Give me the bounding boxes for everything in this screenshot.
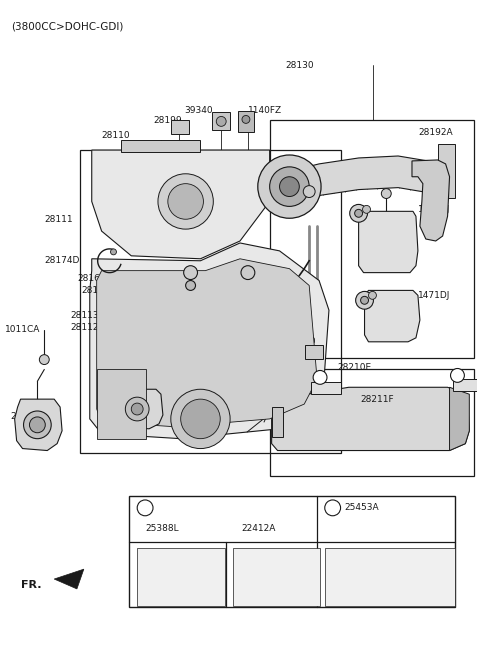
Text: 28174D: 28174D: [44, 256, 80, 265]
Circle shape: [125, 397, 149, 421]
Bar: [233, 548, 320, 606]
Text: 22412A: 22412A: [241, 524, 276, 533]
Polygon shape: [291, 156, 428, 202]
Polygon shape: [412, 160, 450, 241]
Text: (3800CC>DOHC-GDI): (3800CC>DOHC-GDI): [11, 21, 123, 31]
Text: 25388L: 25388L: [145, 524, 179, 533]
Text: b: b: [455, 371, 460, 380]
Polygon shape: [111, 389, 163, 429]
Text: 1471DJ: 1471DJ: [418, 291, 450, 300]
Text: ─────────: ─────────: [139, 564, 168, 569]
Bar: [454, 380, 478, 391]
Circle shape: [313, 370, 327, 384]
Circle shape: [362, 206, 371, 214]
Circle shape: [171, 389, 230, 449]
Text: 39340: 39340: [184, 106, 213, 115]
Text: 28211F: 28211F: [360, 395, 394, 404]
Circle shape: [216, 117, 226, 126]
Bar: [270, 370, 474, 477]
Bar: [137, 548, 225, 606]
Circle shape: [158, 174, 213, 229]
Circle shape: [186, 281, 195, 290]
Circle shape: [180, 399, 220, 439]
Text: 28210F: 28210F: [11, 413, 44, 421]
Text: a: a: [318, 373, 323, 382]
Polygon shape: [96, 259, 317, 427]
Bar: [96, 370, 146, 439]
Bar: [272, 407, 284, 437]
Circle shape: [184, 266, 197, 279]
Polygon shape: [90, 243, 329, 439]
Circle shape: [39, 355, 49, 365]
Circle shape: [270, 167, 309, 206]
Circle shape: [29, 417, 45, 433]
Text: 26710: 26710: [288, 337, 316, 346]
Circle shape: [279, 176, 300, 197]
Text: a: a: [143, 503, 148, 512]
Text: ≡≡≡≡≡≡≡: ≡≡≡≡≡≡≡: [139, 555, 176, 559]
Bar: [305, 345, 323, 359]
Bar: [80, 150, 341, 452]
Text: 28171K: 28171K: [228, 274, 263, 283]
Polygon shape: [359, 212, 418, 273]
Circle shape: [258, 155, 321, 218]
Circle shape: [137, 500, 153, 516]
Text: 28130: 28130: [285, 61, 313, 70]
Bar: [129, 496, 456, 607]
Bar: [325, 548, 455, 606]
Text: 28110: 28110: [102, 131, 130, 140]
Text: 1471CD: 1471CD: [288, 173, 324, 182]
Bar: [238, 111, 254, 132]
Polygon shape: [92, 150, 270, 259]
Text: b: b: [330, 503, 336, 512]
Text: 28192A: 28192A: [418, 128, 453, 137]
Polygon shape: [450, 387, 469, 450]
Text: 1011CA: 1011CA: [5, 326, 40, 335]
Circle shape: [303, 186, 315, 197]
Text: 28161: 28161: [82, 286, 110, 295]
Polygon shape: [54, 569, 84, 589]
Circle shape: [325, 500, 341, 516]
Text: 3750V: 3750V: [111, 398, 141, 407]
Bar: [311, 382, 341, 395]
Text: 1140FZ: 1140FZ: [248, 106, 282, 115]
Circle shape: [451, 368, 464, 382]
Text: 25453A: 25453A: [345, 503, 379, 512]
Bar: [270, 120, 474, 357]
Bar: [438, 144, 456, 199]
Text: 28160B: 28160B: [77, 274, 112, 283]
Bar: [171, 120, 189, 134]
Circle shape: [360, 296, 369, 304]
Bar: [212, 113, 230, 130]
Text: 28199: 28199: [153, 116, 181, 125]
Polygon shape: [364, 290, 420, 342]
Circle shape: [242, 115, 250, 124]
Text: 28210E: 28210E: [337, 363, 371, 372]
Text: 1471DJ: 1471DJ: [418, 205, 450, 214]
Circle shape: [350, 204, 368, 222]
Text: 28112: 28112: [70, 324, 98, 333]
Bar: [121, 140, 201, 152]
Text: 28111: 28111: [44, 215, 73, 224]
Circle shape: [356, 292, 373, 309]
Circle shape: [24, 411, 51, 439]
Text: FR.: FR.: [21, 580, 41, 590]
Polygon shape: [272, 387, 469, 450]
Circle shape: [110, 249, 117, 255]
Circle shape: [355, 210, 362, 217]
Polygon shape: [14, 399, 62, 450]
Circle shape: [241, 266, 255, 279]
Circle shape: [369, 292, 376, 299]
Text: 28113: 28113: [70, 311, 98, 320]
Circle shape: [131, 403, 143, 415]
Circle shape: [168, 184, 204, 219]
Circle shape: [381, 189, 391, 199]
